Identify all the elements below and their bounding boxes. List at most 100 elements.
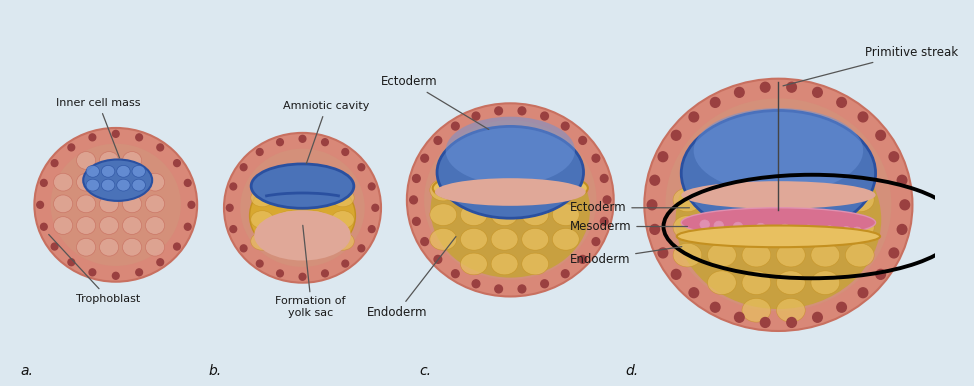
Circle shape (321, 270, 328, 277)
Ellipse shape (461, 204, 487, 225)
Ellipse shape (673, 216, 702, 239)
Text: Inner cell mass: Inner cell mass (56, 98, 141, 158)
Ellipse shape (665, 98, 891, 311)
Text: Formation of
yolk sac: Formation of yolk sac (275, 296, 346, 318)
Text: Trophoblast: Trophoblast (49, 234, 140, 303)
Circle shape (812, 312, 822, 322)
Circle shape (184, 223, 191, 230)
Text: Ectoderm: Ectoderm (570, 201, 690, 214)
Circle shape (41, 223, 47, 230)
Circle shape (89, 134, 95, 141)
Ellipse shape (522, 204, 548, 225)
Circle shape (277, 270, 283, 277)
Circle shape (897, 225, 907, 234)
Ellipse shape (491, 229, 518, 250)
Ellipse shape (842, 227, 851, 235)
Circle shape (241, 245, 247, 252)
Ellipse shape (54, 195, 73, 213)
Circle shape (37, 201, 44, 208)
Ellipse shape (249, 175, 356, 264)
Circle shape (421, 238, 429, 245)
Ellipse shape (673, 188, 702, 212)
Ellipse shape (707, 271, 736, 295)
Ellipse shape (305, 232, 327, 250)
Text: Endoderm: Endoderm (570, 247, 682, 266)
Circle shape (52, 243, 57, 250)
Circle shape (157, 259, 164, 266)
Circle shape (135, 269, 142, 276)
Ellipse shape (132, 166, 145, 177)
Ellipse shape (278, 232, 301, 250)
Circle shape (472, 112, 480, 120)
Circle shape (299, 135, 306, 142)
Ellipse shape (305, 211, 327, 229)
Circle shape (241, 164, 247, 171)
Circle shape (889, 248, 899, 258)
Ellipse shape (552, 229, 580, 250)
Circle shape (230, 183, 237, 190)
Circle shape (173, 243, 180, 250)
Circle shape (603, 196, 611, 204)
Circle shape (710, 98, 720, 107)
Circle shape (342, 149, 349, 156)
Ellipse shape (424, 120, 596, 280)
Text: d.: d. (625, 364, 638, 378)
Ellipse shape (86, 166, 99, 177)
Ellipse shape (34, 128, 197, 282)
Ellipse shape (437, 126, 583, 218)
Ellipse shape (552, 179, 580, 201)
Ellipse shape (86, 179, 99, 191)
Ellipse shape (845, 188, 874, 212)
Ellipse shape (77, 238, 95, 256)
Circle shape (112, 273, 119, 279)
Ellipse shape (241, 149, 364, 267)
Ellipse shape (776, 298, 805, 322)
Ellipse shape (254, 210, 351, 261)
Ellipse shape (250, 232, 274, 250)
Ellipse shape (249, 174, 356, 257)
Text: Mesoderm: Mesoderm (570, 220, 688, 233)
Circle shape (689, 112, 698, 122)
Circle shape (812, 87, 822, 97)
Ellipse shape (446, 117, 575, 185)
Ellipse shape (756, 223, 766, 232)
Ellipse shape (83, 159, 152, 201)
Circle shape (897, 175, 907, 185)
Circle shape (112, 130, 119, 137)
Ellipse shape (145, 195, 165, 213)
Circle shape (710, 302, 720, 312)
Circle shape (858, 112, 868, 122)
Ellipse shape (99, 217, 119, 234)
Circle shape (68, 259, 75, 266)
Ellipse shape (742, 216, 770, 239)
Circle shape (600, 174, 608, 182)
Ellipse shape (123, 217, 141, 234)
Ellipse shape (331, 189, 355, 207)
Circle shape (368, 183, 375, 190)
Circle shape (277, 139, 283, 146)
Circle shape (421, 154, 429, 162)
Circle shape (518, 107, 526, 115)
Ellipse shape (461, 229, 487, 250)
Ellipse shape (123, 173, 141, 191)
Circle shape (358, 245, 364, 252)
Ellipse shape (693, 108, 863, 193)
Ellipse shape (278, 189, 301, 207)
Ellipse shape (677, 225, 880, 247)
Circle shape (592, 238, 600, 245)
Ellipse shape (742, 271, 770, 295)
Circle shape (734, 87, 744, 97)
Ellipse shape (522, 179, 548, 201)
Ellipse shape (250, 211, 274, 229)
Ellipse shape (250, 189, 274, 207)
Ellipse shape (811, 271, 840, 295)
Circle shape (671, 269, 681, 279)
Ellipse shape (645, 79, 913, 331)
Ellipse shape (707, 243, 736, 267)
Circle shape (561, 122, 569, 130)
Circle shape (472, 280, 480, 288)
Ellipse shape (681, 181, 876, 209)
Circle shape (541, 280, 548, 288)
Ellipse shape (776, 188, 805, 212)
Ellipse shape (552, 204, 580, 225)
